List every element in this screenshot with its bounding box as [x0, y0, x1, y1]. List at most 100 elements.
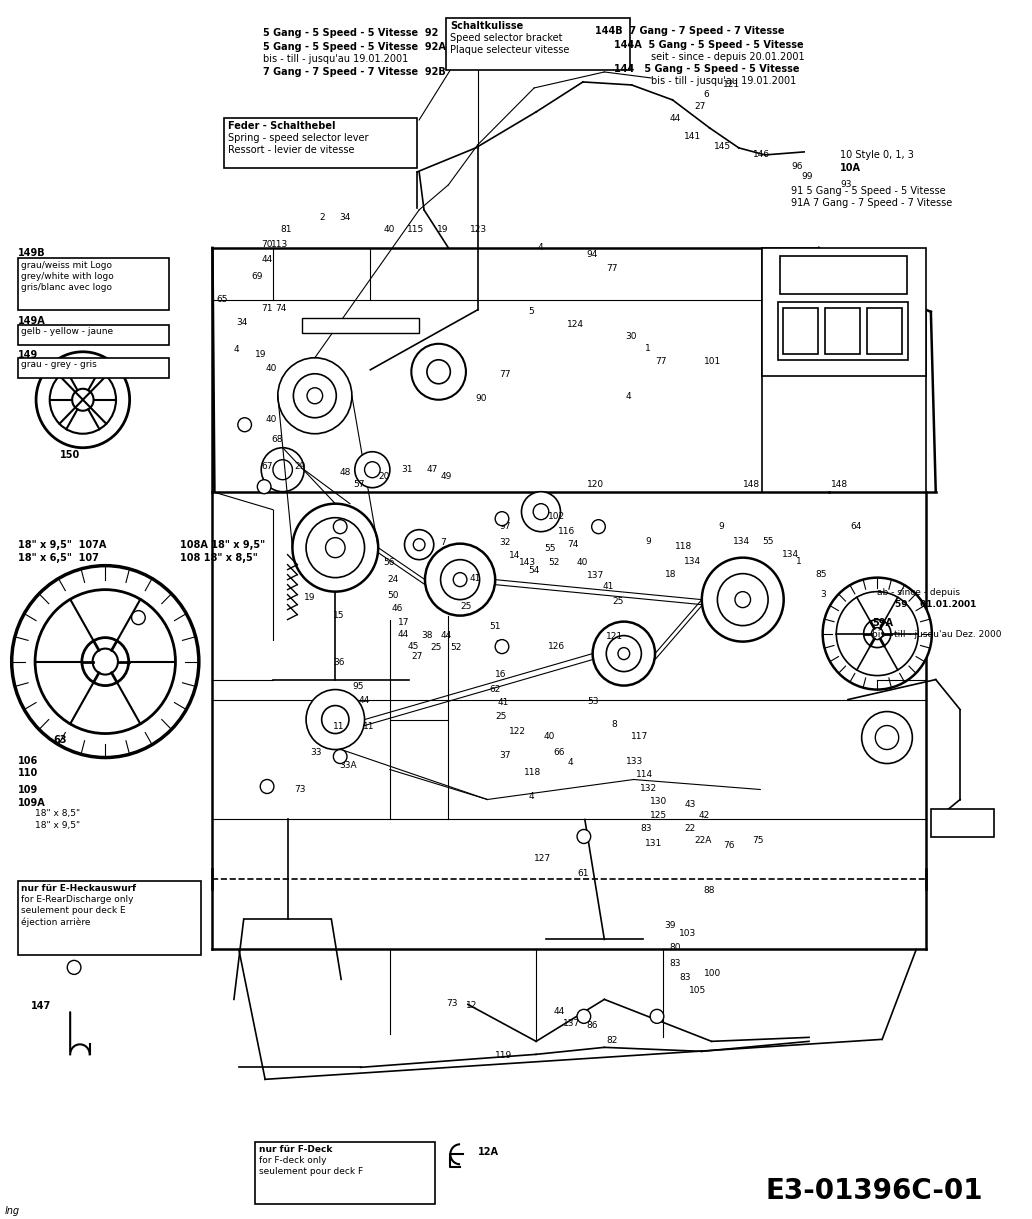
- Text: grau - grey - gris: grau - grey - gris: [22, 360, 97, 369]
- Text: 76: 76: [723, 841, 735, 851]
- Text: 7 Gang - 7 Speed - 7 Vitesse  92B: 7 Gang - 7 Speed - 7 Vitesse 92B: [263, 67, 446, 77]
- Text: 145: 145: [713, 141, 731, 151]
- Text: 59A: 59A: [872, 618, 894, 628]
- Circle shape: [364, 462, 380, 478]
- Text: B: B: [337, 752, 343, 761]
- Circle shape: [333, 750, 347, 763]
- Text: 144B  7 Gang - 7 Speed - 7 Vitesse: 144B 7 Gang - 7 Speed - 7 Vitesse: [594, 26, 784, 37]
- Text: 70: 70: [261, 240, 272, 249]
- Text: 51: 51: [489, 622, 501, 630]
- Text: 132: 132: [641, 784, 657, 792]
- Circle shape: [702, 557, 783, 641]
- Text: 40: 40: [383, 224, 394, 234]
- Text: 120: 120: [587, 480, 604, 489]
- Text: 144A  5 Gang - 5 Speed - 5 Vitesse: 144A 5 Gang - 5 Speed - 5 Vitesse: [614, 40, 804, 50]
- Circle shape: [495, 640, 509, 653]
- Bar: [778, 302, 908, 360]
- Text: F: F: [499, 642, 505, 651]
- Circle shape: [735, 591, 750, 607]
- Text: 40: 40: [265, 363, 277, 373]
- Text: 150: 150: [61, 450, 80, 460]
- Text: 31: 31: [401, 464, 413, 474]
- Text: 77: 77: [499, 369, 511, 379]
- Text: 20: 20: [378, 472, 389, 480]
- Circle shape: [427, 360, 450, 384]
- Text: 149A: 149A: [18, 316, 45, 325]
- Text: 83: 83: [670, 959, 681, 968]
- Text: seit - since - depuis 20.01.2001: seit - since - depuis 20.01.2001: [651, 52, 805, 62]
- Text: 30: 30: [625, 332, 638, 341]
- Text: seulement pour deck E: seulement pour deck E: [22, 907, 126, 915]
- Bar: [255, 1142, 434, 1204]
- Circle shape: [36, 352, 130, 447]
- Text: 83: 83: [679, 974, 690, 983]
- Text: 74: 74: [568, 540, 579, 549]
- Text: 39: 39: [665, 922, 676, 930]
- Text: 47: 47: [427, 464, 439, 474]
- Text: 40: 40: [265, 414, 277, 424]
- Circle shape: [325, 538, 345, 557]
- Text: 7: 7: [441, 538, 446, 546]
- Text: 44: 44: [261, 255, 272, 263]
- Text: 100: 100: [704, 969, 721, 979]
- Text: gelb - yellow - jaune: gelb - yellow - jaune: [22, 327, 114, 335]
- Text: 55: 55: [544, 544, 555, 552]
- Text: 9: 9: [645, 536, 651, 546]
- Circle shape: [355, 452, 390, 488]
- Text: 110: 110: [18, 768, 38, 778]
- Circle shape: [322, 706, 349, 734]
- Circle shape: [11, 566, 199, 757]
- Bar: [780, 256, 906, 294]
- Text: 86: 86: [587, 1022, 599, 1030]
- Bar: [825, 308, 860, 354]
- Text: 41: 41: [470, 574, 481, 583]
- Text: 62: 62: [489, 685, 501, 694]
- Text: 15: 15: [333, 611, 345, 619]
- Text: 25: 25: [495, 712, 507, 720]
- Text: 143: 143: [518, 557, 536, 567]
- Text: 115: 115: [408, 224, 425, 234]
- Circle shape: [871, 628, 883, 640]
- Text: 94: 94: [587, 250, 599, 258]
- Text: 18" x 8,5": 18" x 8,5": [35, 809, 80, 818]
- Text: 77: 77: [606, 263, 618, 273]
- Text: 37: 37: [499, 751, 511, 759]
- Text: for F-deck only: for F-deck only: [259, 1157, 327, 1165]
- Text: 118: 118: [524, 768, 542, 777]
- Text: D: D: [581, 833, 587, 841]
- Text: 41: 41: [603, 581, 614, 591]
- Text: 74: 74: [275, 304, 286, 313]
- Text: 121: 121: [723, 80, 740, 89]
- Text: 4: 4: [538, 243, 544, 252]
- Circle shape: [425, 544, 495, 616]
- Text: 42: 42: [699, 812, 710, 820]
- Bar: [18, 258, 168, 310]
- Text: 64: 64: [850, 522, 862, 530]
- Text: 5 Gang - 5 Speed - 5 Vitesse  92: 5 Gang - 5 Speed - 5 Vitesse 92: [263, 28, 439, 38]
- Text: 122: 122: [509, 727, 526, 735]
- Bar: [763, 247, 926, 375]
- Circle shape: [412, 344, 465, 400]
- Text: 19: 19: [255, 350, 267, 358]
- Text: 103: 103: [679, 929, 697, 939]
- Text: 77: 77: [655, 357, 667, 366]
- Text: 36: 36: [333, 657, 345, 667]
- Text: 44: 44: [359, 696, 369, 705]
- Text: 10A: 10A: [840, 163, 862, 173]
- Text: for E-RearDischarge only: for E-RearDischarge only: [22, 896, 134, 904]
- Text: 1: 1: [797, 557, 802, 566]
- Text: seulement pour deck F: seulement pour deck F: [259, 1168, 363, 1176]
- Circle shape: [864, 619, 891, 647]
- Text: bis - till - jusqu'au 19.01.2001: bis - till - jusqu'au 19.01.2001: [263, 54, 409, 63]
- Circle shape: [257, 480, 271, 494]
- Text: 96: 96: [792, 162, 803, 171]
- Text: 12: 12: [465, 1001, 477, 1011]
- Circle shape: [272, 460, 292, 480]
- Text: lng: lng: [5, 1207, 20, 1217]
- Text: C: C: [654, 1012, 659, 1020]
- Text: 108 18" x 8,5": 108 18" x 8,5": [181, 552, 258, 563]
- Text: 34: 34: [236, 318, 248, 327]
- Text: 144   5 Gang - 5 Speed - 5 Vitesse: 144 5 Gang - 5 Speed - 5 Vitesse: [614, 63, 800, 74]
- Text: 18: 18: [665, 569, 676, 579]
- Text: 8: 8: [611, 719, 617, 729]
